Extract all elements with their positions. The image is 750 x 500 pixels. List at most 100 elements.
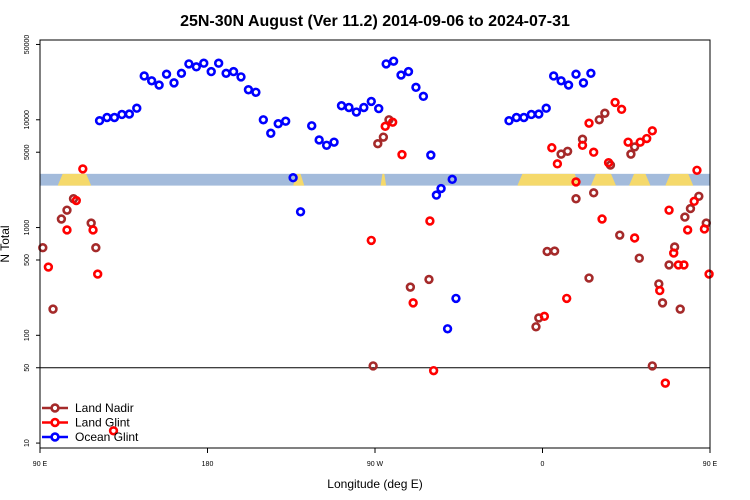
data-point — [561, 293, 572, 304]
legend-label: Ocean Glint — [75, 430, 139, 444]
data-point — [657, 298, 668, 308]
data-point — [629, 233, 640, 243]
data-point — [359, 102, 369, 113]
data-point — [266, 128, 276, 138]
data-point — [161, 69, 172, 79]
data-point — [94, 116, 105, 126]
data-point — [43, 262, 54, 272]
data-point — [258, 115, 269, 125]
band-land-segment — [517, 173, 580, 186]
data-point — [511, 112, 522, 123]
data-point — [597, 214, 607, 224]
data-point — [56, 214, 67, 224]
data-point — [571, 177, 581, 187]
data-point — [344, 102, 354, 113]
data-point — [273, 118, 283, 129]
data-point — [221, 68, 231, 78]
legend-swatch-marker — [50, 403, 60, 413]
data-point — [563, 80, 574, 90]
data-point — [655, 285, 665, 296]
x-tick-label: 180 — [202, 461, 214, 468]
data-point — [321, 140, 332, 150]
data-point — [634, 253, 644, 263]
data-point — [578, 78, 589, 88]
band-land-segment — [629, 173, 651, 186]
data-point — [92, 269, 103, 279]
data-point — [426, 150, 436, 160]
data-point — [48, 304, 58, 314]
data-point — [660, 378, 671, 388]
data-point — [62, 225, 72, 235]
data-point — [547, 143, 557, 153]
data-point — [314, 135, 324, 145]
data-point — [526, 109, 537, 120]
data-point — [552, 159, 563, 169]
data-point — [91, 243, 101, 253]
data-point — [675, 304, 685, 314]
data-point — [635, 137, 645, 147]
data-point — [251, 87, 261, 97]
legend-label: Land Glint — [75, 416, 130, 430]
data-point — [176, 68, 187, 78]
data-point — [236, 72, 246, 82]
data-point — [519, 112, 529, 123]
band-land-segment — [665, 173, 694, 186]
data-point — [647, 126, 658, 136]
data-point — [336, 101, 347, 111]
data-point — [542, 246, 552, 257]
data-point — [388, 56, 399, 66]
data-point — [431, 190, 442, 200]
y-axis-label: N Total — [0, 225, 12, 262]
data-point — [603, 157, 614, 168]
data-point — [288, 173, 298, 183]
data-point — [451, 293, 461, 304]
data-point — [169, 78, 179, 88]
chart-title: 25N-30N August (Ver 11.2) 2014-09-06 to … — [180, 13, 570, 30]
data-point — [556, 76, 566, 86]
data-point — [584, 273, 594, 283]
data-point — [694, 191, 704, 201]
data-point — [539, 311, 550, 322]
data-point — [213, 58, 224, 68]
data-point — [615, 230, 625, 240]
data-point — [647, 361, 658, 371]
data-point — [405, 282, 416, 292]
data-point — [117, 109, 127, 120]
data-point — [594, 115, 604, 125]
data-point — [616, 104, 627, 115]
x-axis-label: Longitude (deg E) — [327, 477, 422, 491]
data-point — [397, 149, 407, 160]
data-point — [685, 203, 696, 214]
data-point — [669, 248, 679, 258]
data-point — [642, 133, 652, 144]
data-point — [380, 121, 390, 132]
data-point — [280, 116, 291, 126]
legend-label: Land Nadir — [75, 401, 134, 415]
x-axis: 90 E 180 90 W 0 90 E — [33, 448, 718, 468]
data-point — [629, 142, 640, 152]
data-point — [108, 426, 119, 436]
y-tick-label: 50000 — [24, 35, 31, 55]
data-point — [102, 112, 112, 123]
data-points — [38, 56, 714, 436]
x-tick-label: 90 W — [367, 461, 384, 468]
data-point — [692, 165, 702, 175]
data-point — [378, 132, 389, 142]
data-point — [699, 224, 710, 234]
legend-swatch-marker — [50, 432, 60, 442]
data-point — [548, 71, 559, 81]
data-point — [62, 205, 72, 215]
data-point — [425, 216, 435, 226]
data-point — [418, 91, 429, 102]
data-point — [689, 196, 699, 207]
data-point — [351, 107, 362, 117]
data-point — [586, 68, 596, 78]
data-point — [664, 260, 674, 270]
data-point — [428, 365, 439, 376]
band-land-segment — [590, 173, 617, 186]
data-point — [124, 109, 135, 119]
data-point — [206, 66, 216, 77]
data-point — [184, 59, 194, 69]
y-tick-label: 100 — [24, 329, 31, 341]
